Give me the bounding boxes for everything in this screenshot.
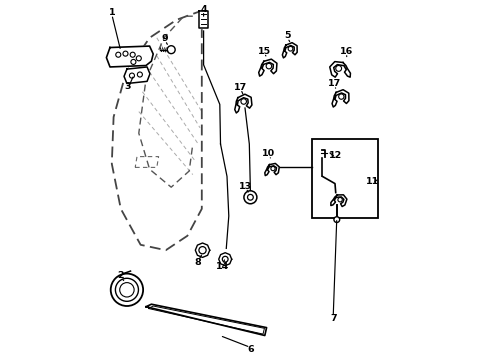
Circle shape bbox=[199, 247, 206, 254]
Circle shape bbox=[288, 46, 293, 51]
Text: 17: 17 bbox=[328, 79, 341, 88]
Text: 8: 8 bbox=[195, 258, 201, 267]
Circle shape bbox=[111, 274, 143, 306]
Polygon shape bbox=[330, 62, 350, 77]
Circle shape bbox=[123, 51, 128, 56]
Text: 1: 1 bbox=[108, 8, 115, 17]
Polygon shape bbox=[331, 195, 347, 207]
Polygon shape bbox=[259, 59, 277, 76]
Text: 12: 12 bbox=[329, 152, 343, 161]
Circle shape bbox=[130, 52, 135, 57]
Text: 5: 5 bbox=[284, 31, 291, 40]
Text: 4: 4 bbox=[200, 4, 207, 13]
Text: 10: 10 bbox=[262, 149, 275, 158]
Circle shape bbox=[120, 283, 134, 297]
Text: 15: 15 bbox=[258, 46, 270, 55]
Polygon shape bbox=[235, 94, 252, 113]
Text: 16: 16 bbox=[340, 46, 353, 55]
Text: 3: 3 bbox=[125, 82, 131, 91]
Circle shape bbox=[167, 46, 175, 54]
Polygon shape bbox=[332, 90, 349, 107]
Polygon shape bbox=[106, 46, 153, 67]
Text: 7: 7 bbox=[330, 314, 337, 323]
Circle shape bbox=[338, 198, 343, 202]
Polygon shape bbox=[146, 304, 267, 336]
Bar bbox=[312, 139, 378, 218]
Circle shape bbox=[137, 72, 143, 77]
Circle shape bbox=[131, 59, 136, 64]
Circle shape bbox=[334, 217, 340, 222]
Polygon shape bbox=[219, 253, 232, 266]
Polygon shape bbox=[282, 43, 297, 58]
Text: 11: 11 bbox=[366, 177, 379, 186]
Circle shape bbox=[241, 99, 246, 104]
Circle shape bbox=[244, 191, 257, 204]
Polygon shape bbox=[124, 67, 150, 84]
Circle shape bbox=[136, 56, 141, 61]
Text: 13: 13 bbox=[239, 181, 252, 191]
Circle shape bbox=[222, 256, 228, 262]
Polygon shape bbox=[265, 163, 279, 176]
Circle shape bbox=[266, 63, 271, 69]
Circle shape bbox=[116, 278, 139, 301]
Polygon shape bbox=[199, 11, 208, 28]
Circle shape bbox=[271, 166, 275, 171]
Circle shape bbox=[247, 194, 253, 200]
Polygon shape bbox=[196, 243, 210, 257]
Text: 6: 6 bbox=[247, 345, 254, 354]
Text: 17: 17 bbox=[234, 83, 247, 91]
Text: 14: 14 bbox=[216, 262, 229, 271]
Text: 2: 2 bbox=[118, 271, 124, 280]
Circle shape bbox=[339, 94, 344, 99]
Circle shape bbox=[336, 66, 342, 71]
Circle shape bbox=[116, 52, 121, 57]
Circle shape bbox=[129, 73, 134, 78]
Text: 9: 9 bbox=[162, 34, 169, 43]
